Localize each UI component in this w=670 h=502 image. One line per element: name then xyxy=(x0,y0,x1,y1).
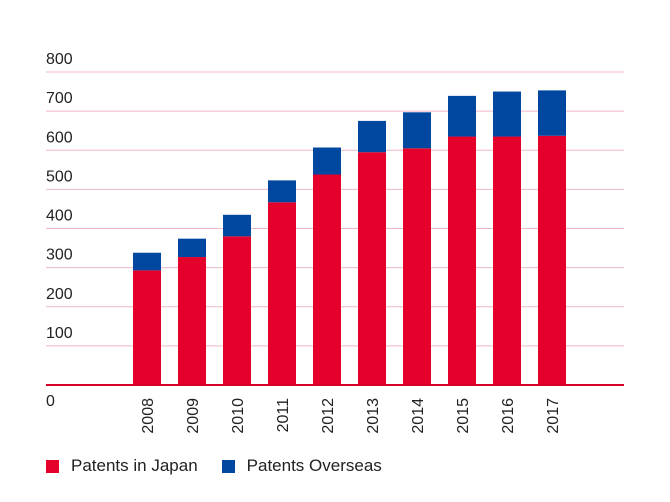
bar-segment-japan xyxy=(538,135,566,385)
bar-segment-japan xyxy=(448,136,476,385)
y-tick-label: 0 xyxy=(46,393,55,410)
bar-segment-overseas xyxy=(178,238,206,258)
bar-segment-overseas xyxy=(313,147,341,175)
bar-segment-japan xyxy=(133,270,161,385)
bar-segment-japan xyxy=(223,236,251,385)
legend-swatch-japan xyxy=(46,459,59,473)
bar-segment-japan xyxy=(358,152,386,385)
bar-segment-overseas xyxy=(268,180,296,203)
bars xyxy=(133,90,566,385)
y-tick-label: 300 xyxy=(46,247,73,264)
bar-segment-japan xyxy=(268,202,296,385)
bar-segment-japan xyxy=(313,174,341,385)
legend-item-overseas: Patents Overseas xyxy=(221,456,382,476)
bar-segment-overseas xyxy=(493,91,521,137)
x-tick-label: 2015 xyxy=(455,398,472,434)
y-tick-label: 800 xyxy=(46,51,73,68)
bar-segment-overseas xyxy=(403,112,431,149)
bar-segment-japan xyxy=(403,148,431,385)
y-tick-label: 600 xyxy=(46,129,73,146)
legend-item-japan: Patents in Japan xyxy=(46,456,198,476)
x-tick-label: 2012 xyxy=(320,398,337,434)
y-tick-label: 200 xyxy=(46,286,73,303)
bar-segment-overseas xyxy=(358,120,386,153)
x-tick-label: 2009 xyxy=(185,398,202,434)
bar-segment-overseas xyxy=(223,214,251,237)
legend-swatch-overseas xyxy=(221,459,235,473)
x-tick-label: 2014 xyxy=(410,398,427,434)
x-tick-label: 2013 xyxy=(365,398,382,434)
bar-segment-overseas xyxy=(448,95,476,137)
legend-label-japan: Patents in Japan xyxy=(71,456,198,475)
x-axis-tick-labels: 2008 2009 2010 2011 2012 2013 2014 2015 2016 2017 xyxy=(140,398,562,434)
y-tick-label: 700 xyxy=(46,90,73,107)
y-tick-label: 500 xyxy=(46,168,73,185)
bar-segment-japan xyxy=(493,136,521,385)
y-tick-label: 100 xyxy=(46,325,73,342)
x-tick-label: 2010 xyxy=(230,398,247,434)
x-tick-label: 2008 xyxy=(140,398,157,434)
bar-segment-japan xyxy=(178,257,206,385)
x-tick-label: 2017 xyxy=(545,398,562,434)
bar-segment-overseas xyxy=(538,90,566,136)
y-tick-label: 400 xyxy=(46,208,73,225)
x-tick-label: 2016 xyxy=(500,398,517,434)
y-axis-tick-labels: 0 100 200 300 400 500 600 700 800 xyxy=(46,51,73,410)
bar-segment-overseas xyxy=(133,252,161,271)
x-tick-label: 2011 xyxy=(275,398,292,433)
legend-label-overseas: Patents Overseas xyxy=(246,456,382,475)
legend: Patents in Japan Patents Overseas xyxy=(46,456,406,476)
